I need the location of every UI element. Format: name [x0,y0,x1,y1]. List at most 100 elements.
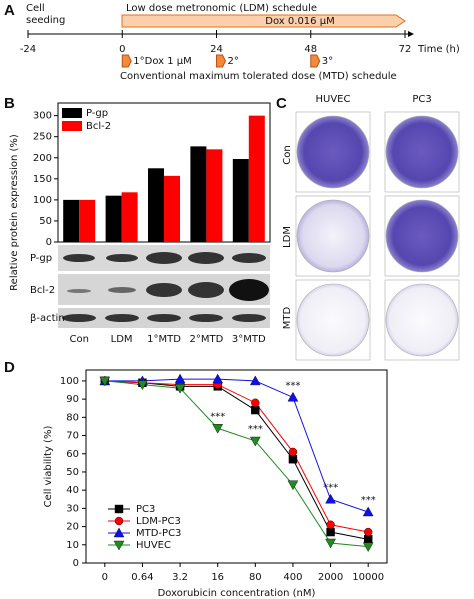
tick-label: 72 [399,44,412,55]
marker [287,480,299,491]
bar [105,195,122,242]
row-label: MTD [282,306,293,329]
legend-label: LDM-PC3 [136,516,181,527]
legend-swatch [62,108,82,118]
marker [251,398,260,407]
plot-frame [85,369,388,564]
x-tick-label: 16 [211,572,224,583]
seeding-label: Cell [26,3,45,14]
y-tick-label: 100 [60,376,79,387]
mtd-flag [216,54,227,68]
marker [326,527,335,537]
marker [113,527,125,538]
blot-label: P-gp [30,253,52,264]
x-tick-label: 3.2 [172,572,188,583]
legend-swatch [62,121,82,131]
x-tick-label: 2°MTD [189,334,223,345]
marker [174,373,186,384]
x-axis-label: Doxorubicin concentration (nM) [158,588,316,599]
y-tick-label: 50 [66,467,79,478]
y-tick-label: 20 [66,522,79,533]
mtd-dose: 3° [322,56,333,67]
y-tick-label: 50 [39,216,52,227]
axis-label: Time (h) [417,44,460,55]
well-images [295,111,460,361]
panel-label: A [4,2,15,19]
marker [325,538,336,549]
significance: *** [210,411,225,422]
ldm-title: Low dose metronomic (LDM) schedule [126,3,317,14]
column-label: HUVEC [316,94,351,105]
y-tick-label: 80 [66,412,79,423]
x-tick-label: 2000 [318,572,343,583]
panel-label: B [4,95,15,112]
western-blot [58,245,270,328]
y-tick-label: 150 [33,174,52,185]
y-tick-label: 30 [66,503,79,514]
y-tick-label: 0 [46,237,52,248]
marker [249,436,261,447]
y-tick-label: 200 [33,153,52,164]
series-line [104,380,369,548]
x-tick-label: 0 [102,572,108,583]
significance: *** [248,424,263,435]
series-line [104,378,369,513]
marker [212,424,224,434]
legend-label: HUVEC [136,540,171,551]
bar [206,149,223,242]
y-tick-label: 60 [66,449,79,460]
tick-label: 0 [119,44,125,55]
mtd-flag [121,54,132,68]
marker [174,384,186,394]
ldm-arrow [121,14,406,28]
tick-label: -24 [20,44,36,55]
panel-label: C [276,95,287,112]
marker [249,375,261,386]
column-label: PC3 [412,94,431,105]
y-axis-label: Relative protein expression (%) [9,134,20,291]
marker [113,540,125,551]
marker [363,527,373,537]
legend-label: PC3 [136,504,155,515]
blot-label: Bcl-2 [30,285,55,296]
ldm-dose: Dox 0.016 μM [265,16,334,27]
series-line [104,380,369,533]
marker [114,504,124,514]
x-tick-label: 400 [283,572,302,583]
bar [248,115,265,242]
bar [232,159,249,242]
x-tick-label: 1°MTD [147,334,181,345]
tick-label: 24 [210,44,223,55]
y-tick-label: 100 [33,195,52,206]
x-tick-label: 3°MTD [232,334,266,345]
bar [79,199,96,242]
y-tick-label: 300 [33,111,52,122]
marker [363,535,373,544]
marker [251,405,260,415]
blot-label: β-actin [30,313,65,324]
row-label: Con [282,145,293,164]
bar [190,146,207,242]
marker [137,380,148,390]
y-axis-label: Cell viability (%) [43,426,54,508]
mtd-dose: 2° [228,56,239,67]
y-tick-label: 90 [66,394,79,405]
marker [362,542,374,553]
axis-arrow [408,31,414,37]
panel-label: D [4,359,15,376]
marker [212,373,224,384]
marker [288,447,298,457]
legend-label: Bcl-2 [86,121,111,132]
marker [326,520,335,529]
mtd-title: Conventional maximum tolerated dose (MTD… [120,71,397,82]
y-tick-label: 40 [66,485,79,496]
x-tick-label: Con [69,334,88,345]
mtd-flag [310,54,321,68]
seeding-label: seeding [26,15,65,26]
marker [362,506,374,517]
marker [99,376,111,387]
marker [288,455,298,464]
row-label: LDM [282,226,293,248]
x-tick-label: LDM [111,334,133,345]
